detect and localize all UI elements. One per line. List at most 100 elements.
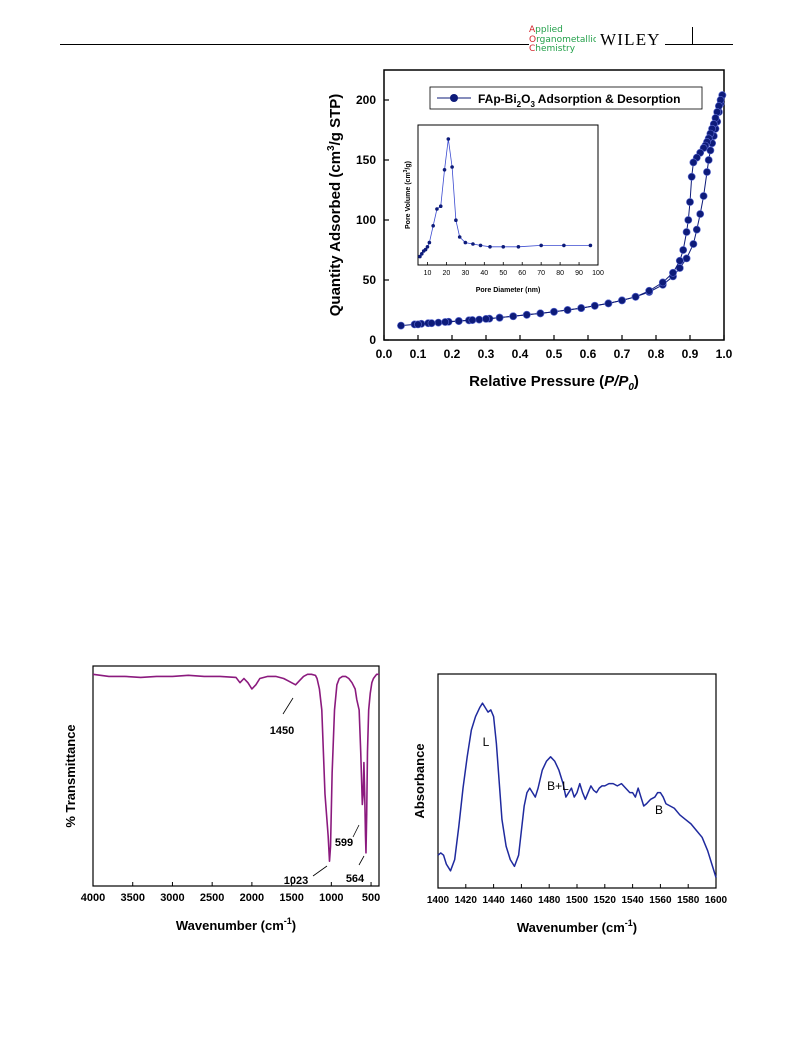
ftir-x-tick-label: 1000 bbox=[319, 892, 343, 904]
ftir-y-label: % Transmittance bbox=[63, 724, 78, 827]
pyridine-line bbox=[437, 702, 717, 878]
desorption-point bbox=[577, 304, 586, 312]
ftir-x-tick-label: 2000 bbox=[240, 892, 264, 904]
inset-point bbox=[442, 168, 447, 172]
inset-point bbox=[425, 245, 430, 249]
desorption-point bbox=[427, 319, 436, 328]
desorption-point bbox=[631, 292, 640, 301]
inset-x-ticks: 10 20 30 40 50 60 70 80 90 100 bbox=[424, 262, 604, 277]
pyridine-x-tick-label: 1520 bbox=[594, 895, 617, 906]
inset-point bbox=[588, 243, 593, 248]
journal-logo: Applied Organometallic Chemistry bbox=[529, 25, 600, 55]
inset-point bbox=[446, 137, 451, 141]
desorption-point bbox=[414, 320, 422, 329]
desorption-point bbox=[669, 268, 677, 277]
header-rule bbox=[60, 44, 733, 45]
desorption-point bbox=[675, 256, 684, 265]
inset-point bbox=[427, 240, 432, 245]
publisher-logo: WILEY bbox=[596, 30, 665, 50]
desorption-point bbox=[645, 286, 654, 295]
pyridine-x-ticks: 1400 1420 1440 1460 1480 1500 1520 1540 1560 1580… bbox=[427, 884, 728, 906]
isotherm-x-tick-label: 0.5 bbox=[546, 347, 563, 361]
ftir-x-tick-label: 2500 bbox=[200, 892, 224, 904]
ftir-x-ticks: 4000 3500 3000 2500 2000 1500 1000 500 bbox=[81, 882, 380, 904]
desorption-point bbox=[454, 317, 463, 325]
inset-point bbox=[478, 243, 483, 248]
isotherm-legend: FAp-Bi2O3 Adsorption & Desorption bbox=[478, 92, 680, 109]
inset-point bbox=[419, 252, 424, 256]
ftir-x-tick-label: 3500 bbox=[120, 892, 144, 904]
pyridine-x-tick-label: 1500 bbox=[566, 895, 589, 906]
pyridine-x-tick-label: 1440 bbox=[482, 895, 505, 906]
pyridine-y-label: Absorbance bbox=[412, 743, 427, 818]
pyridine-plot-frame bbox=[437, 673, 717, 889]
isotherm-y-ticks: 0 50 100 150 200 bbox=[356, 93, 389, 347]
ftir-series bbox=[92, 673, 379, 862]
desorption-point bbox=[509, 312, 518, 321]
inset-point bbox=[463, 240, 468, 245]
journal-line-1: Applied bbox=[529, 25, 563, 35]
ftir-x-tick-label: 500 bbox=[362, 892, 380, 904]
pyridine-x-tick-label: 1400 bbox=[427, 895, 450, 906]
inset-point bbox=[450, 165, 454, 169]
adsorption-point bbox=[696, 210, 705, 218]
desorption-point bbox=[536, 309, 545, 318]
ftir-chart: 4000 3500 3000 2500 2000 1500 1000 500 1450 102… bbox=[63, 665, 380, 933]
pyridine-x-tick-label: 1540 bbox=[621, 895, 644, 906]
pyridine-x-tick-label: 1560 bbox=[649, 895, 672, 906]
isotherm-x-tick-label: 0.2 bbox=[444, 347, 461, 361]
inset-frame bbox=[417, 124, 599, 266]
desorption-point bbox=[658, 278, 667, 287]
annotation-arrow-1450 bbox=[282, 697, 294, 715]
adsorption-point bbox=[397, 321, 405, 330]
inset-x-tick-label: 40 bbox=[480, 270, 488, 277]
inset-x-tick-label: 10 bbox=[424, 270, 432, 277]
adsorption-point bbox=[704, 156, 713, 164]
isotherm-x-tick-label: 0.9 bbox=[682, 347, 699, 361]
inset-x-tick-label: 80 bbox=[556, 270, 564, 277]
desorption-point bbox=[686, 198, 694, 206]
inset-point bbox=[562, 243, 566, 248]
isotherm-x-tick-label: 0.1 bbox=[410, 347, 427, 361]
page-tick bbox=[692, 27, 693, 45]
adsorption-point bbox=[692, 225, 701, 234]
desorption-point bbox=[682, 228, 691, 236]
desorption-point bbox=[684, 216, 693, 224]
annotation-arrow-564 bbox=[358, 855, 365, 866]
desorption-point bbox=[482, 314, 490, 323]
inset-chart: 10 20 30 40 50 60 70 80 90 100 Pore Diameter (nm)… bbox=[403, 124, 604, 294]
isotherm-chart: 0.0 0.1 0.2 0.3 0.4 0.5 0.6 0.7 0.8 0.9 1.0 050100… bbox=[326, 69, 733, 393]
isotherm-x-label: Relative Pressure (P/P0) bbox=[469, 373, 639, 393]
isotherm-x-tick-label: 0.0 bbox=[376, 347, 393, 361]
desorption-point bbox=[522, 310, 531, 319]
ftir-line bbox=[92, 673, 379, 862]
inset-point bbox=[418, 254, 422, 259]
desorption-point bbox=[590, 301, 599, 310]
annotation-564: 564 bbox=[346, 873, 365, 885]
inset-x-label: Pore Diameter (nm) bbox=[476, 287, 541, 294]
isotherm-x-tick-label: 0.6 bbox=[580, 347, 597, 361]
inset-point bbox=[516, 245, 521, 249]
ftir-x-tick-label: 3000 bbox=[160, 892, 184, 904]
isotherm-x-ticks: 0.0 0.1 0.2 0.3 0.4 0.5 0.6 0.7 0.8 0.9 1.0 bbox=[376, 335, 733, 361]
inset-x-tick-label: 100 bbox=[592, 270, 604, 277]
inset-point bbox=[435, 207, 439, 211]
isotherm-x-tick-label: 0.4 bbox=[512, 347, 529, 361]
isotherm-x-tick-label: 0.3 bbox=[478, 347, 495, 361]
inset-point bbox=[539, 243, 543, 248]
inset-point bbox=[488, 245, 492, 249]
desorption-point bbox=[550, 307, 558, 316]
pyridine-x-tick-label: 1420 bbox=[455, 895, 478, 906]
adsorption-point bbox=[706, 146, 715, 155]
isotherm-y-tick-label: 150 bbox=[356, 153, 376, 167]
pyridine-x-tick-label: 1600 bbox=[705, 895, 728, 906]
annotation-L: L bbox=[483, 735, 490, 749]
ftir-plot-frame bbox=[92, 665, 380, 887]
pyridine-x-tick-label: 1580 bbox=[677, 895, 700, 906]
inset-point bbox=[431, 224, 435, 228]
annotation-1450: 1450 bbox=[270, 725, 294, 737]
adsorption-point bbox=[689, 240, 698, 248]
adsorption-point bbox=[699, 192, 708, 200]
inset-point bbox=[423, 247, 428, 252]
pyridine-x-tick-label: 1480 bbox=[538, 895, 561, 906]
